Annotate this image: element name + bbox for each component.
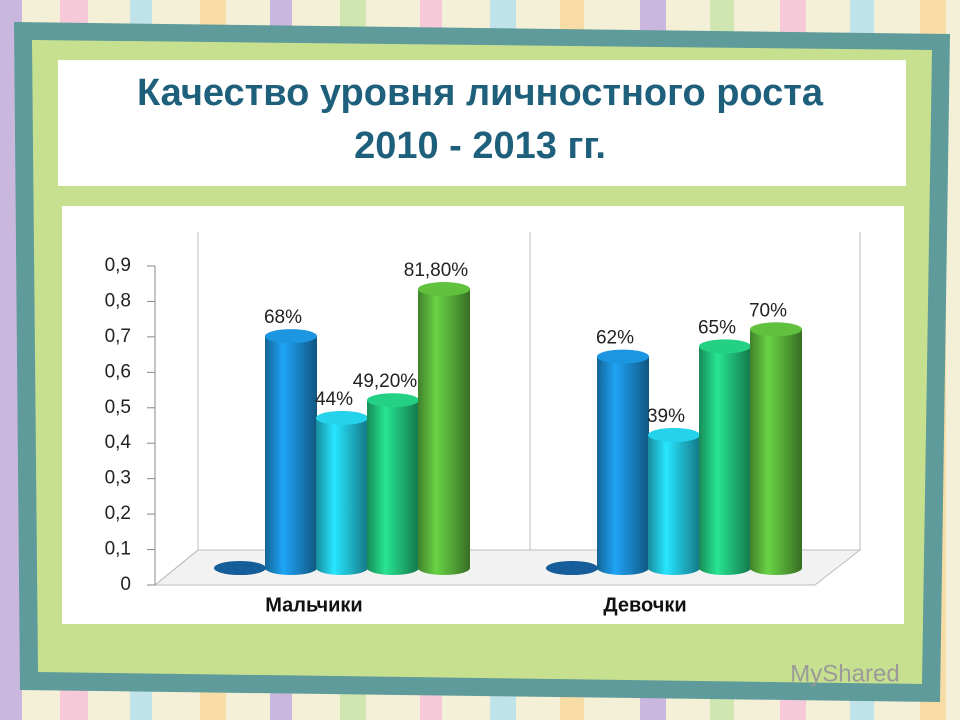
bar-top — [597, 349, 649, 364]
bar — [750, 329, 802, 575]
bar-top — [265, 329, 317, 344]
value-label: 65% — [698, 317, 736, 338]
value-label: 81,80% — [404, 260, 469, 281]
bar-top — [546, 561, 598, 575]
bar-top — [418, 282, 470, 297]
bar — [699, 346, 751, 575]
bar-top — [648, 428, 700, 443]
chart-title: Качество уровня личностного роста — [137, 72, 824, 114]
y-tick-label: 0,6 — [105, 361, 131, 382]
bar — [597, 356, 649, 575]
bar-top — [699, 339, 751, 354]
value-label: 70% — [749, 300, 787, 321]
y-tick-label: 0,8 — [105, 290, 131, 311]
bar-top — [316, 410, 368, 425]
title-box — [58, 60, 906, 186]
bar — [316, 417, 368, 575]
y-tick-label: 0,2 — [105, 503, 131, 524]
x-tick-label: Мальчики — [265, 594, 362, 616]
wall-line — [154, 549, 199, 586]
y-tick-label: 0,9 — [105, 255, 131, 276]
value-label: 68% — [264, 307, 302, 328]
bar-top — [214, 561, 266, 575]
y-tick-label: 0,3 — [105, 468, 131, 489]
bar-top — [750, 322, 802, 337]
bar — [265, 336, 317, 575]
y-tick-label: 0 — [120, 574, 131, 595]
watermark: MyShared — [790, 660, 899, 687]
bar-top — [367, 393, 419, 408]
y-tick-label: 0,7 — [105, 326, 131, 347]
x-tick-label: Девочки — [603, 594, 686, 616]
bar — [648, 435, 700, 575]
bar — [367, 400, 419, 575]
chart-subtitle: 2010 - 2013 гг. — [354, 125, 606, 167]
y-tick-label: 0,5 — [105, 397, 131, 418]
y-tick-label: 0,1 — [105, 539, 131, 560]
value-label: 39% — [647, 406, 685, 427]
value-label: 62% — [596, 328, 634, 349]
y-tick-label: 0,4 — [105, 432, 132, 453]
bar — [418, 289, 470, 575]
value-label: 44% — [315, 389, 353, 410]
value-label: 49,20% — [353, 371, 418, 392]
